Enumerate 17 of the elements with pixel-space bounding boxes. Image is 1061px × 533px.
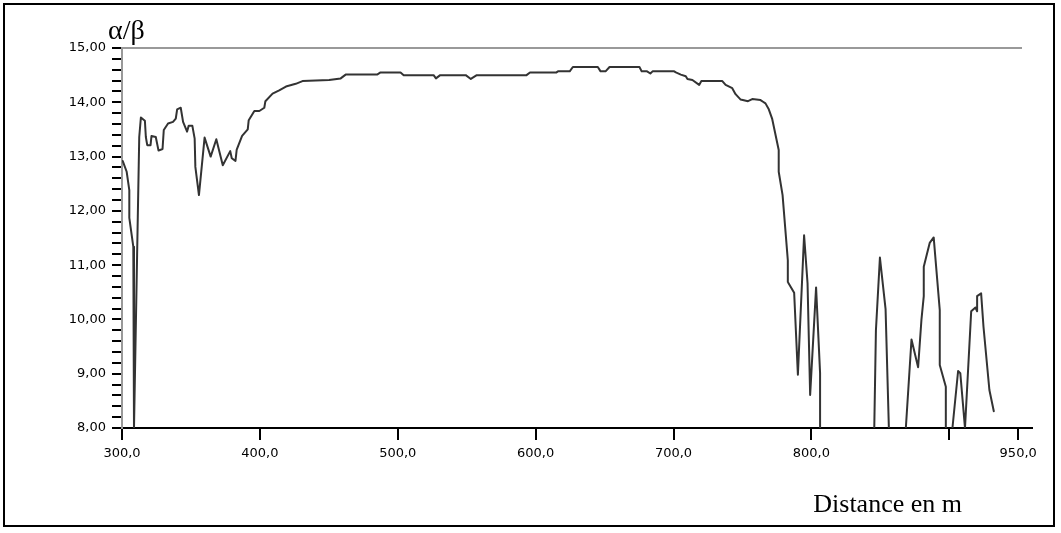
y-tick-label: 10,00 xyxy=(68,310,106,326)
x-tick-label: 950,0 xyxy=(999,445,1037,461)
y-tick-label: 9,00 xyxy=(77,365,106,381)
y-tick-label: 12,00 xyxy=(68,202,106,218)
y-tick-label: 8,00 xyxy=(77,419,106,435)
x-axis-title: Distance en m xyxy=(813,488,962,518)
x-tick-label: 300,0 xyxy=(103,445,141,461)
x-tick-label: 700,0 xyxy=(654,445,693,461)
x-tick-label: 600,0 xyxy=(517,445,555,461)
y-tick-label: 11,00 xyxy=(68,256,106,272)
x-tick-label: 800,0 xyxy=(792,445,830,461)
y-axis-title: α/β xyxy=(108,14,145,46)
y-tick-label: 15,00 xyxy=(68,39,106,55)
y-tick-label: 13,00 xyxy=(68,147,106,163)
y-tick-label: 14,00 xyxy=(68,93,106,109)
x-tick-label: 500,0 xyxy=(379,445,417,461)
x-tick-label: 400,0 xyxy=(241,445,279,461)
